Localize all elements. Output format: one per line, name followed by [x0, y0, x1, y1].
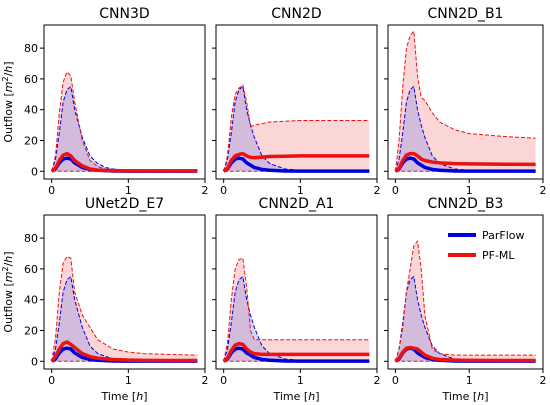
x-tick-label: 2	[540, 374, 547, 387]
subplot-cnn2d-b3: CNN2D_B3 0 1 2 Time [h]	[384, 196, 547, 403]
subplot-title: CNN2D_A1	[259, 196, 335, 212]
y-tick-label: 40	[24, 294, 38, 307]
axes-frame	[215, 24, 378, 180]
axes-frame	[387, 24, 544, 180]
x-tick-label: 2	[374, 184, 381, 197]
pf-ml-band	[51, 71, 198, 172]
axes-frame	[43, 214, 206, 370]
x-axis-label: Time [h]	[101, 390, 148, 403]
plot-area	[50, 255, 198, 363]
pf-ml-band	[223, 258, 370, 362]
parflow-band	[395, 86, 536, 172]
pf-ml-upper-line	[223, 257, 370, 362]
pf-ml-upper-line	[223, 84, 370, 172]
y-tick-label: 0	[31, 165, 38, 178]
parflow-band	[395, 276, 536, 362]
x-tick-label: 1	[297, 374, 304, 387]
pf-ml-mean-line	[222, 151, 370, 173]
x-axis-label: Time [h]	[273, 390, 320, 403]
pf-ml-mean-line	[394, 345, 536, 363]
x-tick-label: 1	[466, 374, 473, 387]
parflow-band	[223, 276, 370, 362]
parflow-upper-line	[223, 85, 370, 172]
pf-ml-upper-line	[394, 29, 536, 172]
x-tick-label: 2	[202, 374, 209, 387]
subplot-title: CNN2D_B3	[428, 196, 504, 212]
x-tick-label: 0	[48, 374, 55, 387]
x-tick-label: 1	[297, 184, 304, 197]
parflow-band	[223, 86, 370, 172]
plot-area	[394, 29, 536, 173]
plot-area	[50, 71, 198, 173]
y-tick-label: 20	[24, 135, 38, 148]
y-axis-label: Outflow [m2/h]	[1, 61, 16, 142]
pf-ml-band	[223, 85, 370, 172]
pf-ml-mean-line	[394, 151, 536, 173]
axes-frame	[215, 214, 378, 370]
x-tick-label: 1	[125, 184, 132, 197]
legend: ParFlow PF-ML	[448, 229, 525, 262]
y-tick-label: 40	[24, 104, 38, 117]
x-tick-label: 0	[220, 374, 227, 387]
y-tick-label: 0	[31, 355, 38, 368]
x-tick-label: 0	[220, 184, 227, 197]
parflow-upper-line	[394, 85, 536, 172]
plot-area	[394, 239, 536, 363]
plot-area	[222, 84, 370, 173]
parflow-upper-line	[223, 275, 370, 362]
x-tick-label: 2	[374, 374, 381, 387]
subplot-cnn2d-a1: CNN2D_A1 0 1 2 Time [h]	[212, 196, 381, 403]
x-tick-label: 2	[540, 184, 547, 197]
parflow-upper-line	[51, 85, 198, 172]
parflow-band	[51, 276, 198, 362]
subplot-title: CNN2D	[271, 6, 321, 22]
x-tick-label: 1	[466, 184, 473, 197]
y-tick-label: 60	[24, 263, 38, 276]
axes-frame	[43, 24, 206, 180]
subplot-cnn2d: CNN2D 0 1 2	[212, 6, 381, 197]
x-tick-label: 1	[125, 374, 132, 387]
x-tick-label: 0	[392, 184, 399, 197]
subplot-title: UNet2D_E7	[85, 196, 164, 212]
pf-ml-mean-line	[50, 340, 198, 363]
legend-label: PF-ML	[482, 249, 515, 262]
pf-ml-upper-line	[51, 255, 198, 362]
y-axis-label: Outflow [m2/h]	[1, 251, 16, 332]
x-tick-label: 0	[48, 184, 55, 197]
x-tick-label: 2	[202, 184, 209, 197]
plot-area	[222, 257, 370, 363]
pf-ml-mean-line	[50, 151, 198, 173]
subplot-cnn2d-b1: CNN2D_B1 0 1 2	[384, 6, 547, 197]
subplot-title: CNN2D_B1	[428, 6, 504, 22]
pf-ml-mean-line	[222, 341, 370, 363]
pf-ml-band	[51, 256, 198, 362]
legend-label: ParFlow	[482, 229, 525, 242]
x-tick-label: 0	[392, 374, 399, 387]
axes-frame	[387, 214, 544, 370]
y-tick-label: 20	[24, 325, 38, 338]
y-tick-label: 80	[24, 232, 38, 245]
x-axis-label: Time [h]	[442, 390, 489, 403]
y-tick-label: 60	[24, 73, 38, 86]
subplot-title: CNN3D	[99, 6, 149, 22]
y-tick-label: 80	[24, 42, 38, 55]
pf-ml-upper-line	[394, 239, 536, 362]
parflow-band	[51, 86, 198, 172]
